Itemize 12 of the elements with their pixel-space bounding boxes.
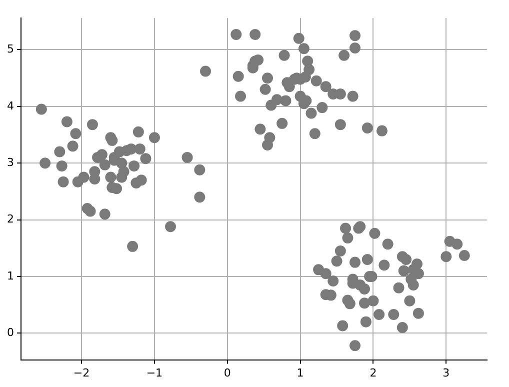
- y-tick-label: 4: [7, 99, 14, 112]
- y-tick-label: 0: [7, 326, 14, 340]
- x-tick-label: −2: [73, 366, 90, 380]
- x-tick-label: 1: [296, 366, 304, 380]
- x-tick-label: −1: [146, 366, 163, 380]
- y-tick-label: 1: [7, 269, 14, 282]
- y-tick-label: 2: [7, 212, 14, 226]
- y-tick-label: 5: [7, 42, 14, 56]
- x-tick-label: 0: [224, 366, 231, 380]
- x-tick-label: 3: [442, 366, 450, 380]
- x-tick-label: 2: [370, 366, 377, 380]
- y-tick-label: 3: [7, 156, 14, 169]
